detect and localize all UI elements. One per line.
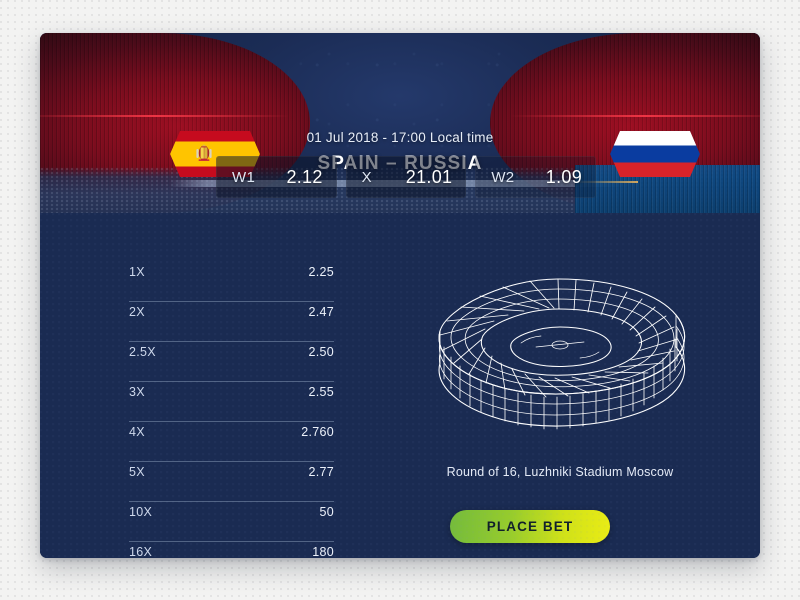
- russia-flag-icon: [610, 131, 700, 177]
- table-row[interactable]: 1X 2.25: [129, 262, 334, 302]
- header-right-flare: [510, 115, 760, 117]
- odds-button-w2[interactable]: W2 1.09: [475, 156, 597, 198]
- header-blue-accent-band: [575, 165, 760, 213]
- odds-row-value: 50: [319, 505, 334, 519]
- match-date-time: 01 Jul 2018 - 17:00 Local time: [306, 130, 494, 145]
- table-row[interactable]: 2.5X 2.50: [129, 342, 334, 382]
- odds-row-value: 2.55: [308, 385, 334, 399]
- venue-caption: Round of 16, Luzhniki Stadium Moscow: [446, 465, 674, 479]
- odds-row-label: 2X: [129, 305, 145, 319]
- card-body: 1X 2.25 2X 2.47 2.5X 2.50 3X 2.55 4X 2.7…: [40, 213, 760, 558]
- header-gold-accent-line: [574, 181, 638, 183]
- odds-row-label: 5X: [129, 465, 145, 479]
- odds-row-label: 16X: [129, 545, 153, 558]
- odds-row-label: 3X: [129, 385, 145, 399]
- match-betting-card: 01 Jul 2018 - 17:00 Local time SPAIN – R…: [40, 33, 760, 558]
- odds-row-label: 2.5X: [129, 345, 156, 359]
- table-row[interactable]: 10X 50: [129, 502, 334, 542]
- odds-row-label: 4X: [129, 425, 145, 439]
- russia-flag-badge: [610, 131, 700, 177]
- spain-crest-icon: [196, 144, 212, 161]
- odds-row-label: 1X: [129, 265, 145, 279]
- odds-button-w1[interactable]: W1 2.12: [216, 156, 337, 198]
- place-bet-button[interactable]: PLACE BET: [450, 510, 610, 543]
- table-row[interactable]: 5X 2.77: [129, 462, 334, 502]
- odds-row-value: 2.47: [308, 305, 334, 319]
- odds-key-w1: W1: [232, 168, 256, 186]
- odds-value-w1: 2.12: [286, 166, 323, 187]
- odds-value-draw: 21.01: [405, 166, 453, 187]
- extra-odds-table: 1X 2.25 2X 2.47 2.5X 2.50 3X 2.55 4X 2.7…: [129, 262, 334, 558]
- table-row[interactable]: 16X 180: [129, 542, 334, 558]
- odds-row-value: 2.77: [308, 465, 334, 479]
- odds-key-draw: X: [361, 168, 372, 186]
- main-odds-strip: W1 2.12 X 21.01 W2 1.09: [216, 156, 597, 198]
- odds-row-value: 2.760: [301, 425, 334, 439]
- odds-value-w2: 1.09: [545, 166, 583, 187]
- odds-key-w2: W2: [491, 168, 515, 186]
- table-row[interactable]: 2X 2.47: [129, 302, 334, 342]
- header-left-flare: [40, 115, 290, 117]
- odds-row-value: 180: [312, 545, 334, 558]
- odds-button-draw[interactable]: X 21.01: [345, 156, 467, 198]
- table-row[interactable]: 4X 2.760: [129, 422, 334, 462]
- odds-row-value: 2.25: [308, 265, 334, 279]
- odds-row-value: 2.50: [308, 345, 334, 359]
- stadium-illustration: [408, 271, 708, 451]
- table-row[interactable]: 3X 2.55: [129, 382, 334, 422]
- odds-row-label: 10X: [129, 505, 153, 519]
- match-header: 01 Jul 2018 - 17:00 Local time SPAIN – R…: [40, 33, 760, 213]
